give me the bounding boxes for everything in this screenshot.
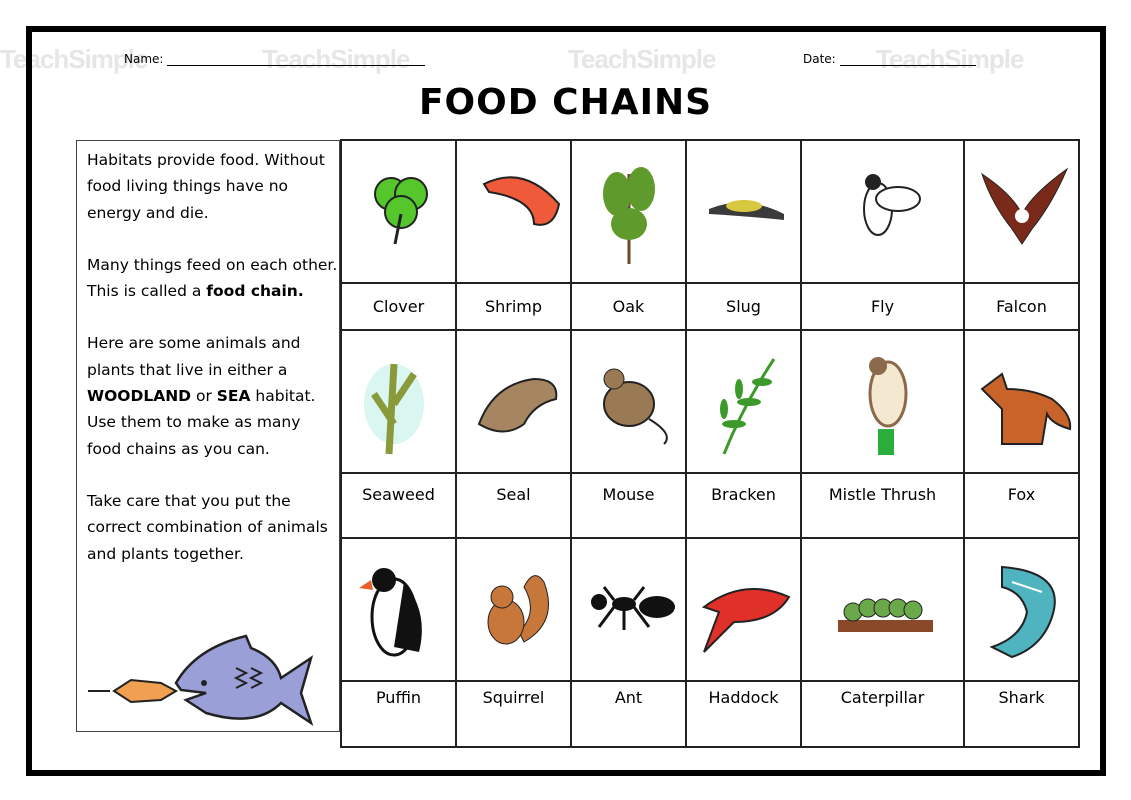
organism-label: Seaweed <box>340 472 457 539</box>
name-line[interactable] <box>167 53 426 66</box>
picture-cell <box>685 329 802 474</box>
organism-label: Bracken <box>685 472 802 539</box>
oak-icon <box>602 167 655 264</box>
organism-label: Fox <box>963 472 1080 539</box>
date-field[interactable]: Date: <box>803 52 976 66</box>
picture-cell <box>685 537 802 682</box>
mouse-icon <box>602 368 668 445</box>
picture-cell <box>800 329 965 474</box>
organism-label: Shrimp <box>455 282 572 331</box>
organism-label: Caterpillar <box>800 680 965 748</box>
organism-grid: Clover Shrimp Oak Slug Fly Falcon Seaweed Seal M… <box>340 139 1080 748</box>
watermark: TeachSimple <box>568 44 716 74</box>
picture-cell <box>570 139 687 284</box>
image-row <box>340 329 1080 474</box>
picture-cell <box>963 139 1080 284</box>
image-row <box>340 537 1080 682</box>
text: Here are some animals and plants that li… <box>87 334 301 379</box>
picture-cell <box>570 329 687 474</box>
picture-cell <box>800 139 965 284</box>
watermark: TeachSimple <box>876 44 1024 74</box>
picture-cell <box>340 329 457 474</box>
bold-text: WOODLAND <box>87 387 192 406</box>
seaweed-icon <box>363 363 424 455</box>
label-row: Clover Shrimp Oak Slug Fly Falcon <box>340 282 1080 331</box>
picture-cell <box>570 537 687 682</box>
haddock-icon <box>701 588 790 653</box>
text: or <box>191 387 217 406</box>
picture-cell <box>340 139 457 284</box>
image-row <box>340 139 1080 284</box>
bracken-icon <box>719 358 775 455</box>
picture-cell <box>963 537 1080 682</box>
text: habitat. Use them to make as many food c… <box>87 387 316 458</box>
organism-label: Falcon <box>963 282 1080 331</box>
squirrel-icon <box>487 575 549 645</box>
ant-icon <box>590 586 675 630</box>
organism-label: Mistle Thrush <box>800 472 965 539</box>
organism-label: Slug <box>685 282 802 331</box>
organism-label: Puffin <box>340 680 457 748</box>
name-label: Name: <box>124 52 164 66</box>
fish-eating-fish-icon <box>88 634 314 727</box>
picture-cell <box>685 139 802 284</box>
organism-label: Ant <box>570 680 687 748</box>
caterpillar-icon <box>837 598 933 632</box>
page-border <box>26 26 1106 776</box>
shark-icon <box>988 565 1056 659</box>
instruction-3: Here are some animals and plants that li… <box>87 330 339 461</box>
bold-text: SEA <box>216 387 251 406</box>
organism-label: Seal <box>455 472 572 539</box>
picture-cell <box>963 329 1080 474</box>
fly-icon <box>862 174 921 236</box>
picture-cell <box>800 537 965 682</box>
organism-label: Mouse <box>570 472 687 539</box>
watermark: TeachSimple <box>0 44 148 74</box>
seal-icon <box>477 377 557 433</box>
slug-icon <box>708 200 784 220</box>
puffin-icon <box>358 568 422 657</box>
shrimp-icon <box>482 176 560 226</box>
date-line[interactable] <box>839 53 976 66</box>
organism-label: Fly <box>800 282 965 331</box>
organism-label: Clover <box>340 282 457 331</box>
picture-cell <box>455 537 572 682</box>
falcon-icon <box>980 167 1068 245</box>
organism-label: Squirrel <box>455 680 572 748</box>
bold-text: food chain. <box>206 282 304 301</box>
instructions-box: Habitats provide food. Without food livi… <box>76 140 340 732</box>
text: Many things feed on each other. This is … <box>87 255 338 301</box>
picture-cell <box>455 329 572 474</box>
picture-cell <box>340 537 457 682</box>
clover-icon <box>373 177 428 245</box>
page-title: FOOD CHAINS <box>418 82 713 123</box>
name-field[interactable]: Name: <box>124 52 426 66</box>
instruction-4: Take care that you put the correct combi… <box>87 491 328 563</box>
thrush-icon <box>868 357 907 455</box>
label-row: Puffin Squirrel Ant Haddock Caterpillar Shark <box>340 680 1080 748</box>
watermark: TeachSimple <box>262 44 410 74</box>
date-label: Date: <box>803 52 836 66</box>
instruction-1: Habitats provide food. Without food livi… <box>87 151 325 222</box>
organism-label: Haddock <box>685 680 802 748</box>
fox-icon <box>979 372 1071 445</box>
organism-label: Oak <box>570 282 687 331</box>
picture-cell <box>455 139 572 284</box>
instruction-2: Many things feed on each other. This is … <box>87 252 339 305</box>
organism-label: Shark <box>963 680 1080 748</box>
label-row: Seaweed Seal Mouse Bracken Mistle Thrush Fox <box>340 472 1080 539</box>
